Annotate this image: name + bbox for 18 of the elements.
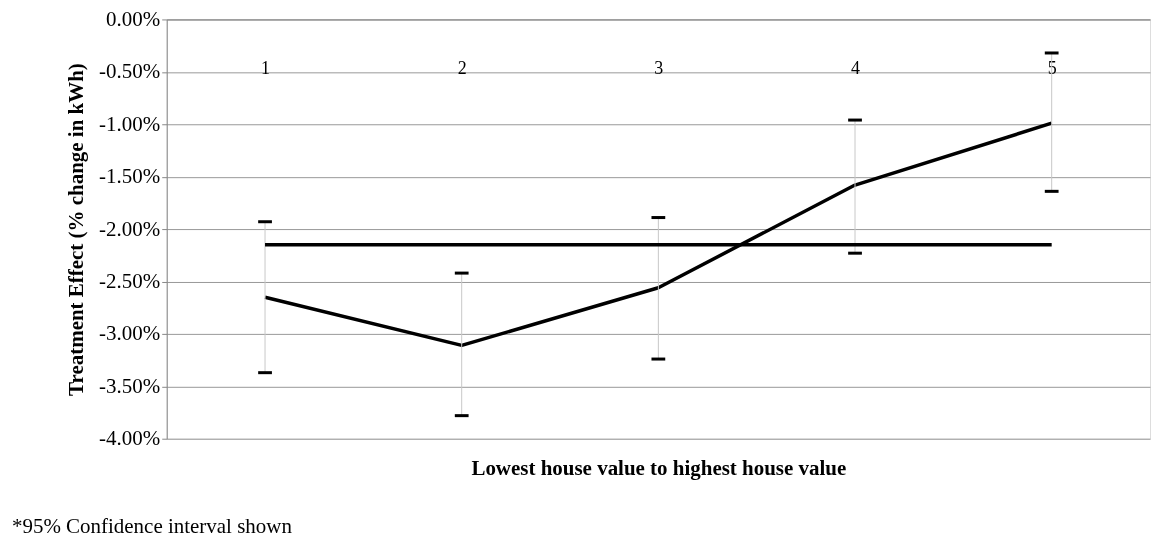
x-tick-label: 5	[1047, 57, 1057, 78]
y-tick-label: -2.50%	[99, 268, 161, 293]
line-series	[263, 121, 1054, 348]
y-tick-label: -0.50%	[99, 59, 161, 84]
y-tick-label: -3.50%	[99, 373, 161, 398]
y-tick-label: -2.00%	[99, 216, 161, 241]
x-axis-title: Lowest house value to highest house value	[471, 456, 847, 481]
y-tick-label: -3.00%	[99, 321, 161, 346]
y-tick-label: -1.00%	[99, 111, 161, 136]
x-tick-label: 3	[654, 57, 664, 78]
x-tick-label: 1	[261, 57, 271, 78]
x-tick-label: 4	[851, 57, 861, 78]
y-axis-title: Treatment Effect (% change in kWh)	[64, 63, 89, 396]
x-tick-label: 2	[457, 57, 467, 78]
y-tick-label: -1.50%	[99, 164, 161, 189]
y-tick-label: -4.00%	[99, 426, 161, 451]
text: *95% Confidence interval shown	[11, 513, 293, 538]
y-tick-label: 0.00%	[106, 6, 161, 31]
